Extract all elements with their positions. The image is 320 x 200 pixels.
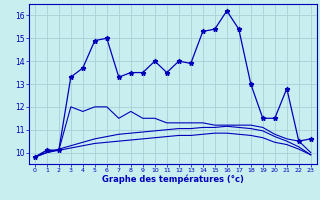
X-axis label: Graphe des températures (°c): Graphe des températures (°c) — [102, 175, 244, 184]
